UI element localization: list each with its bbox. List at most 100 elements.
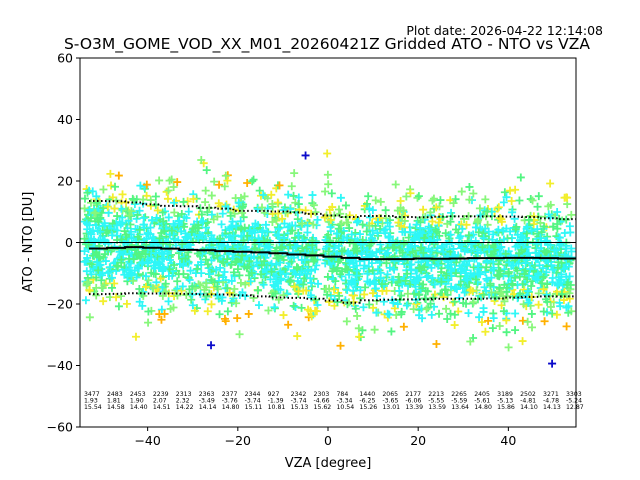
scatter-point (96, 270, 105, 279)
scatter-point (382, 214, 391, 223)
scatter-point (412, 220, 421, 229)
scatter-point (161, 279, 170, 288)
scatter-point (399, 239, 408, 248)
scatter-point (353, 311, 362, 320)
scatter-point (155, 310, 164, 319)
scatter-point (475, 204, 484, 213)
scatter-point (446, 217, 455, 226)
scatter-point (278, 243, 287, 252)
bin-stat-n: 2363 (199, 391, 215, 398)
scatter-point (432, 203, 441, 212)
scatter-point (469, 263, 478, 272)
scatter-point (217, 296, 226, 305)
std-line (89, 199, 576, 221)
scatter-point (233, 242, 242, 251)
scatter-point (429, 256, 438, 265)
scatter-point (428, 274, 437, 283)
scatter-point (337, 247, 346, 256)
scatter-point (524, 298, 533, 307)
scatter-point (359, 264, 368, 273)
scatter-point (362, 227, 371, 236)
scatter-point (158, 208, 167, 217)
scatter-point (516, 289, 525, 298)
scatter-point (343, 233, 352, 242)
scatter-point (151, 270, 160, 279)
scatter-point (216, 234, 225, 243)
scatter-point (356, 240, 365, 249)
scatter-point (113, 262, 122, 271)
scatter-point (535, 261, 544, 270)
scatter-point (223, 255, 232, 264)
scatter-point (442, 271, 451, 280)
bin-stat-n: 2303 (314, 391, 330, 398)
scatter-point (214, 276, 223, 285)
scatter-point (89, 265, 98, 274)
scatter-point (248, 177, 257, 186)
scatter-point (511, 326, 520, 335)
bin-stat-mean: 1.93 (84, 398, 98, 405)
scatter-point (235, 330, 244, 339)
scatter-point (536, 218, 545, 227)
scatter-point (103, 202, 112, 211)
scatter-point (509, 261, 518, 270)
scatter-point (539, 307, 548, 316)
scatter-point (307, 278, 316, 287)
scatter-point (258, 226, 267, 235)
scatter-point (542, 268, 551, 277)
scatter-point (523, 222, 532, 231)
scatter-point (120, 227, 129, 236)
scatter-point (141, 272, 150, 281)
scatter-point (133, 232, 142, 241)
scatter-point (241, 242, 250, 251)
scatter-point (356, 230, 365, 239)
scatter-point (108, 231, 117, 240)
scatter-point (522, 250, 531, 259)
scatter-point (170, 208, 179, 217)
scatter-point (336, 209, 345, 218)
scatter-point (524, 249, 533, 258)
scatter-point (179, 261, 188, 270)
scatter-point (390, 243, 399, 252)
scatter-point (302, 286, 311, 295)
scatter-point (541, 236, 550, 245)
scatter-point (307, 312, 316, 321)
scatter-point (439, 293, 448, 302)
scatter-point (495, 283, 504, 292)
scatter-point (306, 274, 315, 283)
scatter-point (550, 246, 559, 255)
scatter-point (546, 302, 555, 311)
x-tick-label: −40 (134, 433, 160, 448)
scatter-point (215, 180, 224, 189)
scatter-point (294, 200, 303, 209)
scatter-point (166, 240, 175, 249)
scatter-point (190, 306, 199, 315)
scatter-point (469, 189, 478, 198)
scatter-point (514, 259, 523, 268)
scatter-point (354, 324, 363, 333)
scatter-point (239, 236, 248, 245)
scatter-point (122, 299, 131, 308)
scatter-point (414, 192, 423, 201)
scatter-point (563, 193, 572, 202)
scatter-point (94, 217, 103, 226)
scatter-point (115, 247, 124, 256)
scatter-point (539, 285, 548, 294)
scatter-point (276, 244, 285, 253)
scatter-point (274, 295, 283, 304)
scatter-point (107, 273, 116, 282)
scatter-point (437, 277, 446, 286)
bin-stat-mean: -3.74 (245, 398, 261, 405)
scatter-point (372, 308, 381, 317)
bin-stat-mean: -5.24 (566, 398, 582, 405)
scatter-point (419, 205, 428, 214)
scatter-point (181, 254, 190, 263)
scatter-point (365, 213, 374, 222)
scatter-point (213, 282, 222, 291)
scatter-point (220, 182, 229, 191)
bin-stat-std: 14.40 (130, 404, 148, 411)
scatter-point (207, 300, 216, 309)
scatter-point (443, 314, 452, 323)
scatter-point (534, 300, 543, 309)
scatter-point (301, 151, 310, 160)
scatter-point (291, 269, 300, 278)
